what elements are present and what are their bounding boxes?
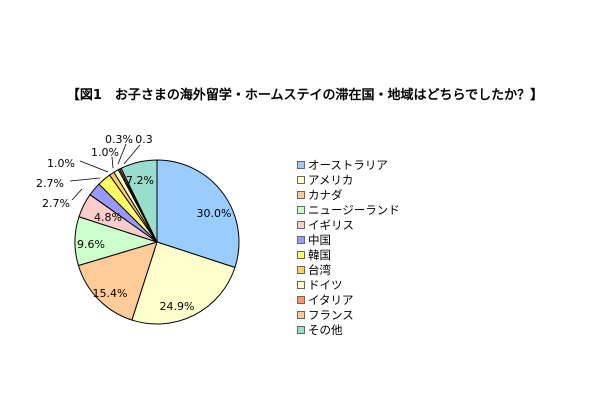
legend-label: イタリア <box>308 292 354 307</box>
legend-item: イタリア <box>297 292 400 307</box>
pie-slice <box>120 159 158 243</box>
legend-swatch <box>297 205 305 214</box>
legend-swatch <box>297 235 305 244</box>
data-label: 9.6% <box>77 238 105 251</box>
legend-swatch <box>297 325 305 334</box>
legend-item: オーストラリア <box>297 157 400 172</box>
legend-label: フランス <box>308 307 354 322</box>
legend-swatch <box>297 295 305 304</box>
legend-item: カナダ <box>297 187 400 202</box>
legend-label: アメリカ <box>308 172 354 187</box>
legend-label: 台湾 <box>308 262 331 277</box>
legend-swatch <box>297 220 305 229</box>
data-label: 7.2% <box>126 174 154 187</box>
legend-swatch <box>297 280 305 289</box>
legend: オーストラリア アメリカ カナダ ニュージーランド イギリス 中国 韓国 台湾 ドイツ イタリアフ… <box>297 157 400 337</box>
legend-label: ニュージーランド <box>308 202 400 217</box>
legend-item: 中国 <box>297 232 400 247</box>
legend-label: 中国 <box>308 232 331 247</box>
legend-swatch <box>297 175 305 184</box>
data-label: 1.0% <box>47 157 75 170</box>
legend-label: カナダ <box>308 187 343 202</box>
legend-swatch <box>297 160 305 169</box>
data-label: 0.3 <box>135 133 153 146</box>
pie-slice <box>77 241 158 321</box>
legend-label: その他 <box>308 322 343 337</box>
legend-item: 台湾 <box>297 262 400 277</box>
pie-slice <box>156 159 240 269</box>
legend-item: ニュージーランド <box>297 202 400 217</box>
data-label: 1.0% <box>91 146 119 159</box>
leader-line <box>79 160 109 173</box>
pie-slice <box>131 241 236 325</box>
legend-item: 韓国 <box>297 247 400 262</box>
data-label: 0.3% <box>105 133 133 146</box>
legend-label: ドイツ <box>308 277 343 292</box>
legend-label: イギリス <box>308 217 354 232</box>
leader-line <box>123 144 141 165</box>
legend-label: オーストラリア <box>308 157 388 172</box>
legend-item: アメリカ <box>297 172 400 187</box>
data-label: 30.0% <box>197 207 232 220</box>
legend-swatch <box>297 190 305 199</box>
legend-swatch <box>297 250 305 259</box>
data-label: 24.9% <box>160 300 195 313</box>
legend-swatch <box>297 265 305 274</box>
legend-label: 韓国 <box>308 247 331 262</box>
data-label: 2.7% <box>36 177 64 190</box>
data-label: 15.4% <box>93 287 128 300</box>
leader-line <box>71 188 83 201</box>
leader-line <box>69 177 101 182</box>
leader-line <box>111 156 114 169</box>
data-label: 2.7% <box>42 197 70 210</box>
legend-item: ドイツ <box>297 277 400 292</box>
legend-item: フランス <box>297 307 400 322</box>
data-label: 4.8% <box>94 211 122 224</box>
legend-item: イギリス <box>297 217 400 232</box>
chart-title: 【図1 お子さまの海外留学・ホームステイの滞在国・地域はどちらでしたか？】 <box>66 88 544 103</box>
leader-line <box>117 143 127 165</box>
legend-item: その他 <box>297 322 400 337</box>
legend-swatch <box>297 310 305 319</box>
